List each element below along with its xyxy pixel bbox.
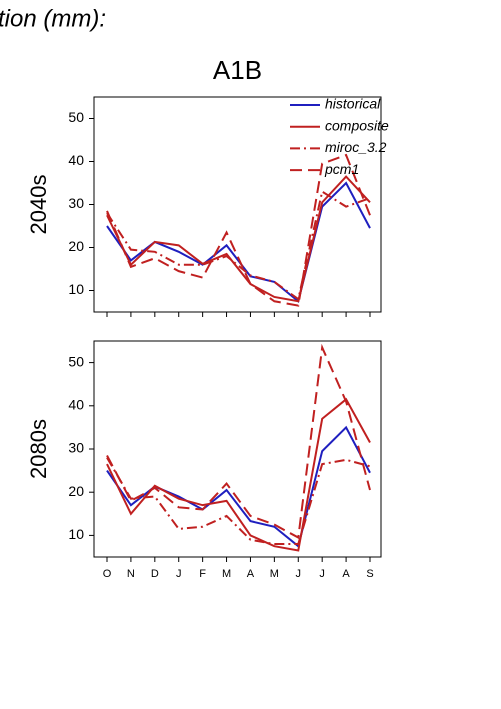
x-tick-label: M xyxy=(270,568,279,580)
legend-label: composite xyxy=(325,117,389,133)
series-line xyxy=(106,397,371,552)
legend-label: historical xyxy=(325,96,381,112)
series-line xyxy=(106,181,371,304)
x-tick-label: J xyxy=(319,568,325,580)
row-label: 2080s xyxy=(26,419,51,479)
y-tick-label: 10 xyxy=(68,526,84,542)
row-label: 2040s xyxy=(26,175,51,235)
y-tick-label: 20 xyxy=(68,238,84,254)
y-tick-label: 10 xyxy=(68,281,84,297)
series-line xyxy=(106,457,371,546)
x-tick-label: O xyxy=(103,568,112,580)
series-line xyxy=(106,175,371,303)
x-tick-label: J xyxy=(176,568,182,580)
series-line xyxy=(106,425,371,548)
series-line xyxy=(106,189,371,301)
legend-label: miroc_3.2 xyxy=(325,139,387,155)
legend-label: pcm1 xyxy=(324,161,359,177)
y-tick-label: 20 xyxy=(68,483,84,499)
panel-title: A1B xyxy=(213,55,262,85)
x-tick-label: D xyxy=(151,568,159,580)
x-tick-label: F xyxy=(199,568,206,580)
page-title: tion (mm): xyxy=(0,5,106,32)
x-tick-label: N xyxy=(127,568,135,580)
x-tick-label: A xyxy=(342,568,350,580)
y-tick-label: 40 xyxy=(68,152,84,168)
y-tick-label: 50 xyxy=(68,109,84,125)
y-tick-label: 30 xyxy=(68,195,84,211)
series-line xyxy=(106,343,371,540)
y-tick-label: 40 xyxy=(68,397,84,413)
series-line xyxy=(106,153,371,307)
x-tick-label: S xyxy=(366,568,373,580)
x-tick-label: M xyxy=(222,568,231,580)
y-tick-label: 30 xyxy=(68,440,84,456)
y-tick-label: 50 xyxy=(68,353,84,369)
x-tick-label: J xyxy=(296,568,302,580)
x-tick-label: A xyxy=(247,568,255,580)
plot-frame xyxy=(93,340,382,558)
